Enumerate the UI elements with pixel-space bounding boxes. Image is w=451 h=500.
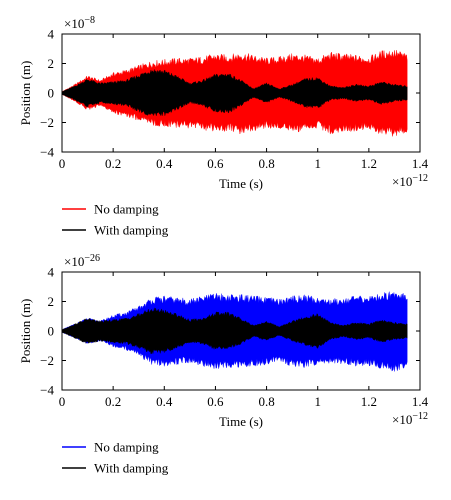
chart-2: 0 0.2 0.4 0.6 0.8 1 1.2 1.4 4 2 0 −2 −4 ×10−26 ×10−12 T…	[18, 253, 429, 476]
x-axis-label: Time (s)	[219, 176, 263, 191]
legend-item-no-damping: No damping	[62, 440, 159, 455]
x-tick-label: 0.8	[258, 394, 274, 409]
y-tick-label: 2	[48, 294, 55, 309]
y-tick-label: −4	[40, 145, 54, 160]
x-tick-label: 0.2	[105, 156, 121, 171]
x-tick-label: 0	[59, 156, 66, 171]
y-tick-label: −4	[40, 383, 54, 398]
x-tick-label: 1.2	[361, 156, 377, 171]
x-tick-label: 1	[314, 156, 321, 171]
y-tick-label: 4	[48, 265, 55, 280]
series-with-damping-band	[61, 307, 408, 355]
x-tick-label: 0.8	[258, 156, 274, 171]
y-exponent-label: ×10−26	[64, 253, 100, 269]
x-tick-label: 0.4	[156, 156, 173, 171]
x-tick-label: 1.2	[361, 394, 377, 409]
chart-1: 0 0.2 0.4 0.6 0.8 1 1.2 1.4 4 2 0 −2 −4 ×10−8 ×10−12 Ti…	[18, 15, 429, 238]
legend-label: No damping	[94, 440, 159, 455]
legend-label: No damping	[94, 202, 159, 217]
y-axis-label: Position (m)	[18, 299, 33, 364]
x-tick-label: 1.4	[412, 394, 429, 409]
x-tick-label: 0.4	[156, 394, 173, 409]
x-exponent-label: ×10−12	[392, 411, 428, 427]
x-tick-label: 1.4	[412, 156, 429, 171]
x-tick-label: 0.2	[105, 394, 121, 409]
y-tick-label: −2	[40, 353, 54, 368]
x-exponent-label: ×10−12	[392, 173, 428, 189]
x-tick-label: 0	[59, 394, 66, 409]
x-tick-label: 0.6	[207, 394, 224, 409]
legend-item-with-damping: With damping	[62, 223, 169, 238]
x-axis-label: Time (s)	[219, 414, 263, 429]
y-tick-label: 2	[48, 56, 55, 71]
legend-item-with-damping: With damping	[62, 461, 169, 476]
legend-label: With damping	[94, 223, 169, 238]
series-with-damping-band	[61, 69, 408, 117]
y-tick-label: −2	[40, 115, 54, 130]
legend-item-no-damping: No damping	[62, 202, 159, 217]
y-exponent-label: ×10−8	[64, 15, 95, 31]
y-tick-label: 4	[48, 27, 55, 42]
y-tick-label: 0	[48, 324, 55, 339]
x-tick-label: 1	[314, 394, 321, 409]
y-axis-label: Position (m)	[18, 61, 33, 126]
x-tick-label: 0.6	[207, 156, 224, 171]
y-tick-label: 0	[48, 86, 55, 101]
legend-label: With damping	[94, 461, 169, 476]
